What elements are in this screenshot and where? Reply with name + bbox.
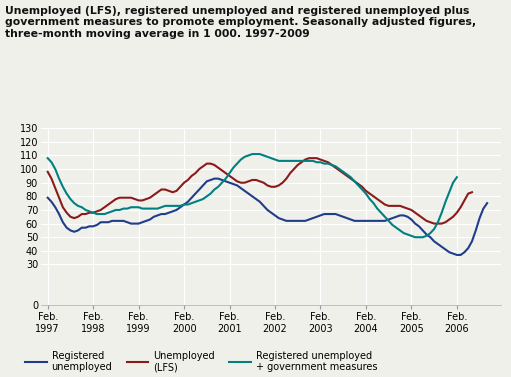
- Registered
unemployed: [147, 217, 153, 222]
- Registered unemployed
+ government measures: [317, 160, 323, 164]
- Registered
unemployed: [454, 253, 460, 257]
- Unemployed
(LFS): [431, 221, 437, 226]
- Unemployed
(LFS): [56, 195, 62, 200]
- Unemployed
(LFS): [60, 205, 66, 210]
- Legend: Registered
unemployed, Unemployed
(LFS), Registered unemployed
+ government meas: Registered unemployed, Unemployed (LFS),…: [26, 351, 377, 372]
- Registered unemployed
+ government measures: [249, 152, 256, 156]
- Registered
unemployed: [44, 195, 51, 200]
- Registered
unemployed: [135, 221, 142, 226]
- Registered
unemployed: [162, 212, 168, 216]
- Registered unemployed
+ government measures: [44, 156, 51, 161]
- Unemployed
(LFS): [446, 217, 452, 222]
- Unemployed
(LFS): [306, 156, 312, 161]
- Registered unemployed
+ government measures: [75, 204, 81, 208]
- Registered unemployed
+ government measures: [454, 175, 460, 179]
- Line: Registered
unemployed: Registered unemployed: [48, 179, 487, 255]
- Line: Registered unemployed
+ government measures: Registered unemployed + government measu…: [48, 154, 457, 237]
- Registered unemployed
+ government measures: [268, 156, 274, 161]
- Registered unemployed
+ government measures: [181, 202, 187, 207]
- Text: Unemployed (LFS), registered unemployed and registered unemployed plus
governmen: Unemployed (LFS), registered unemployed …: [5, 6, 476, 39]
- Registered
unemployed: [484, 201, 490, 205]
- Unemployed
(LFS): [366, 192, 373, 196]
- Unemployed
(LFS): [401, 205, 407, 210]
- Unemployed
(LFS): [44, 170, 51, 174]
- Registered
unemployed: [128, 221, 134, 226]
- Registered unemployed
+ government measures: [412, 235, 418, 239]
- Registered
unemployed: [245, 192, 251, 196]
- Line: Unemployed
(LFS): Unemployed (LFS): [48, 158, 472, 224]
- Registered
unemployed: [461, 250, 468, 254]
- Registered unemployed
+ government measures: [272, 157, 278, 162]
- Unemployed
(LFS): [469, 190, 475, 195]
- Unemployed
(LFS): [181, 181, 187, 185]
- Registered unemployed
+ government measures: [158, 205, 165, 210]
- Registered
unemployed: [212, 176, 218, 181]
